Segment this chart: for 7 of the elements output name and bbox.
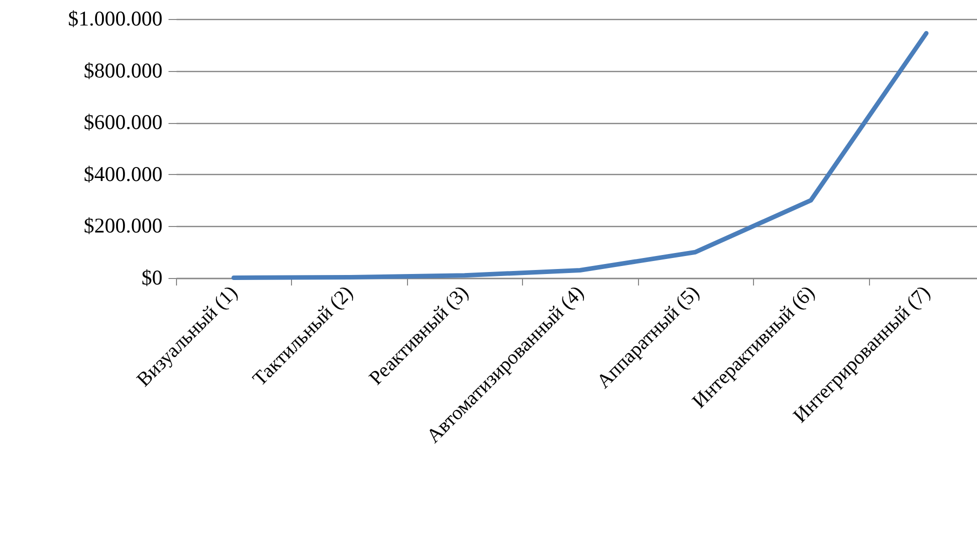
y-tick-label: $200.000 — [84, 214, 162, 238]
y-tick-label: $0 — [142, 266, 162, 290]
y-tick-label: $600.000 — [84, 110, 162, 134]
y-tick-label: $1.000.000 — [68, 6, 162, 30]
y-tick-label: $400.000 — [84, 162, 162, 186]
y-tick-label: $800.000 — [84, 58, 162, 82]
line-series — [231, 30, 929, 280]
